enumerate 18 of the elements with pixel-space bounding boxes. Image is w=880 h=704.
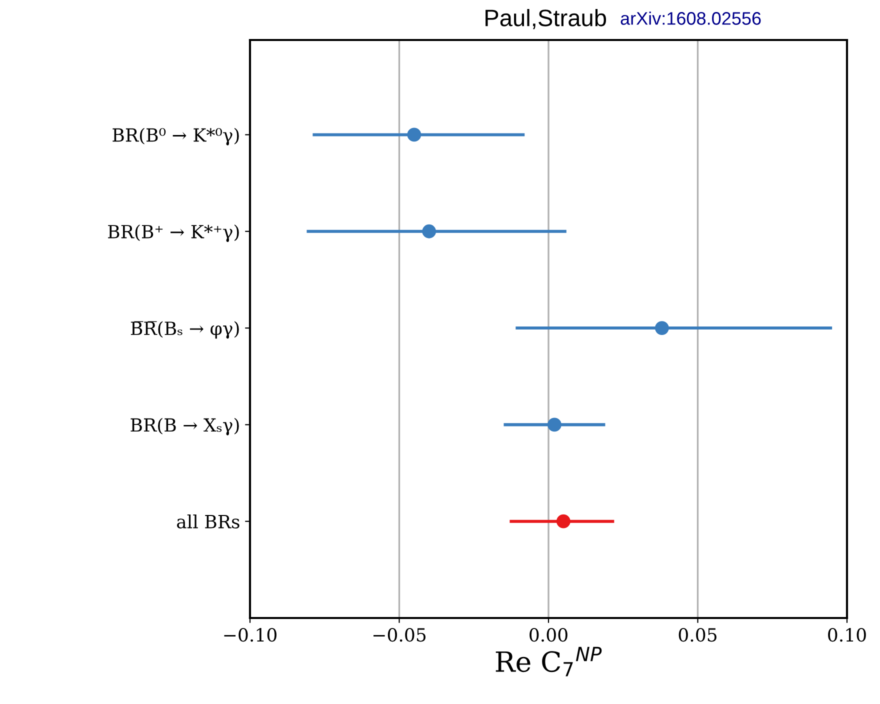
x-tick-label: −0.05 [373,628,426,642]
y-tick-label: BR(B⁺ → K*⁺γ) [108,224,239,242]
point [407,128,422,142]
point [422,224,436,238]
point [654,321,669,335]
y-tick-label: BR(B⁰ → K*⁰γ) [112,128,239,146]
y-tick-label: B̅R̅(Bₛ → φγ) [130,321,239,339]
point [556,514,570,528]
x-tick-label: −0.10 [224,628,276,642]
x-axis-title: Re C$_{7}$$^{NP}$ [496,646,602,676]
point [548,418,562,432]
y-tick-label: all BRs [176,514,240,528]
y-tick-label: BR(B → Xₛγ) [130,418,239,436]
chart-title: Paul,Straub [486,8,606,30]
x-tick-label: 0.00 [530,628,568,642]
text: arXiv:1608.02556 [620,12,761,25]
x-tick-label: 0.05 [678,628,716,642]
x-tick-label: 0.10 [828,628,866,642]
